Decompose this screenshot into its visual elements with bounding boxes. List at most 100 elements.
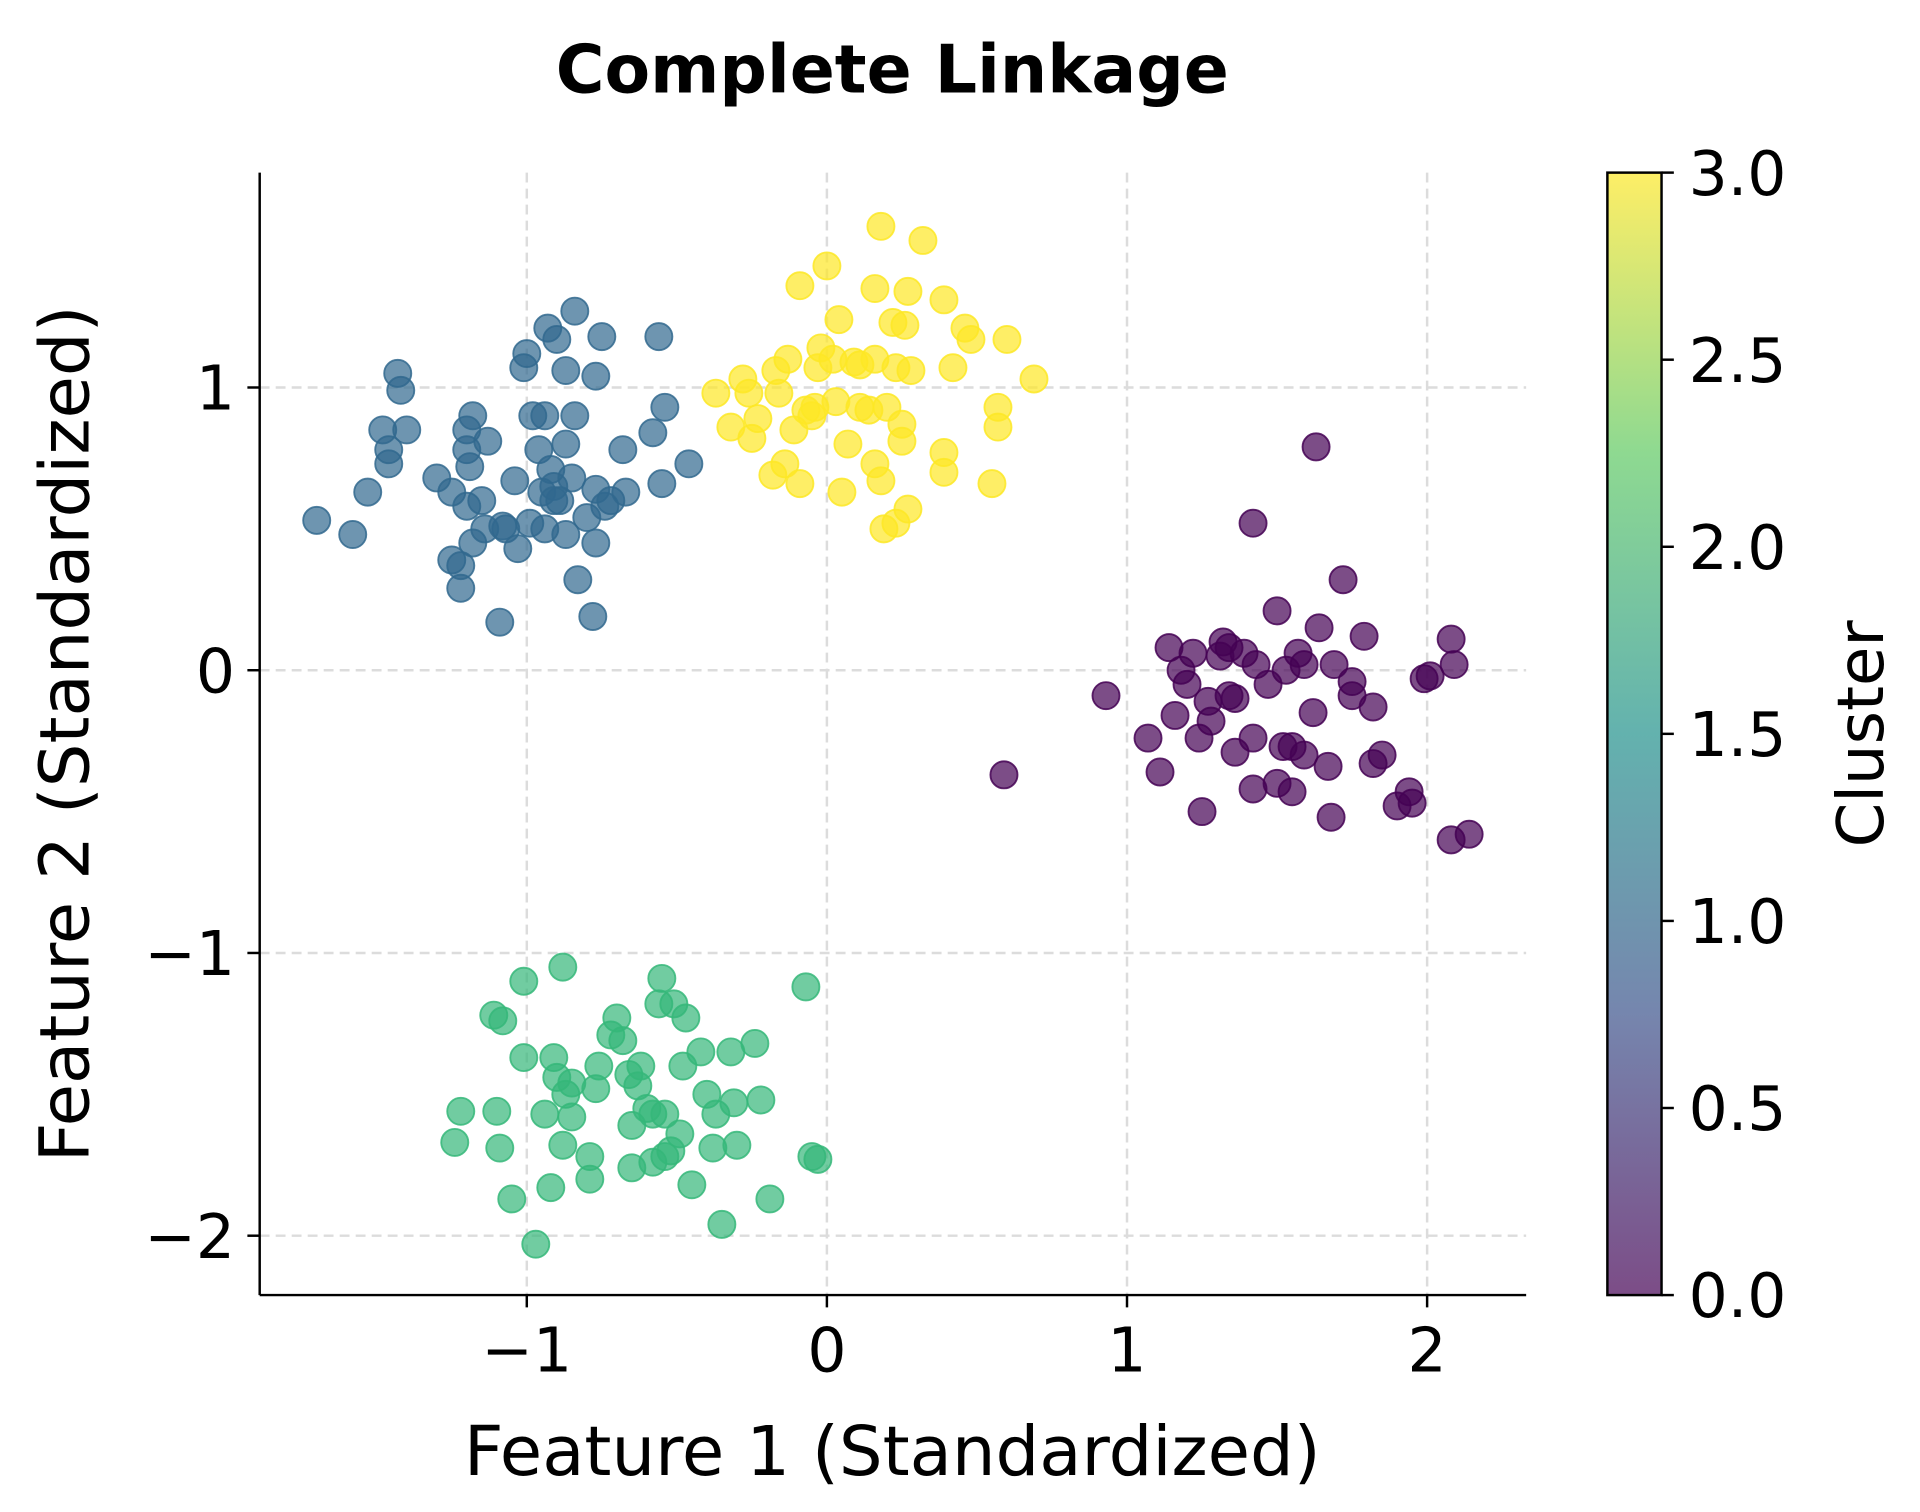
data-point-cluster-3 xyxy=(827,477,857,507)
data-point-cluster-0 xyxy=(1172,669,1202,699)
data-point-cluster-2 xyxy=(509,966,539,996)
data-point-cluster-1 xyxy=(446,551,476,581)
data-point-cluster-0 xyxy=(1397,788,1427,818)
data-point-cluster-1 xyxy=(353,477,383,507)
data-point-cluster-0 xyxy=(1187,797,1217,827)
colorbar-tick-label: 1.0 xyxy=(1689,886,1787,958)
data-point-cluster-1 xyxy=(563,565,593,595)
data-point-cluster-1 xyxy=(542,324,572,354)
data-point-cluster-3 xyxy=(860,274,890,303)
data-point-cluster-2 xyxy=(485,1133,515,1163)
grid xyxy=(259,172,1527,1296)
colorbar-gradient xyxy=(1606,171,1663,1297)
data-point-cluster-2 xyxy=(677,1170,707,1200)
data-point-cluster-3 xyxy=(764,378,794,408)
data-point-cluster-2 xyxy=(671,1003,701,1033)
data-point-cluster-1 xyxy=(386,375,416,405)
data-point-cluster-0 xyxy=(1454,819,1484,849)
data-point-cluster-2 xyxy=(740,1028,770,1058)
colorbar: 0.0 0.5 1.0 1.5 2.0 2.5 3.0 xyxy=(1606,138,1787,1332)
data-point-cluster-0 xyxy=(1214,681,1244,711)
data-point-cluster-1 xyxy=(455,452,485,482)
data-point-cluster-0 xyxy=(1319,650,1349,680)
data-point-cluster-1 xyxy=(500,466,530,496)
data-point-cluster-2 xyxy=(446,1096,476,1126)
data-point-cluster-3 xyxy=(800,392,830,422)
x-tick-label: 0 xyxy=(807,1314,846,1386)
data-point-cluster-3 xyxy=(866,466,896,496)
data-point-cluster-1 xyxy=(644,322,674,352)
data-point-cluster-1 xyxy=(539,486,569,516)
data-point-cluster-1 xyxy=(578,602,608,631)
data-point-cluster-0 xyxy=(1415,661,1445,691)
data-point-cluster-3 xyxy=(773,344,803,374)
colorbar-tick-label: 0.5 xyxy=(1689,1073,1787,1145)
data-point-cluster-3 xyxy=(869,514,899,544)
data-point-cluster-2 xyxy=(509,1043,539,1073)
data-point-cluster-2 xyxy=(719,1088,749,1118)
data-point-cluster-0 xyxy=(1436,624,1466,654)
data-point-cluster-3 xyxy=(908,226,938,255)
data-point-cluster-2 xyxy=(608,1026,638,1056)
data-point-cluster-1 xyxy=(530,401,560,431)
data-point-cluster-2 xyxy=(686,1037,716,1067)
x-tick-label: 1 xyxy=(1107,1314,1146,1386)
data-point-cluster-2 xyxy=(548,952,578,982)
data-point-cluster-2 xyxy=(638,1099,668,1129)
data-point-cluster-3 xyxy=(992,324,1022,354)
data-point-cluster-1 xyxy=(485,607,515,637)
data-point-cluster-1 xyxy=(302,505,332,535)
data-point-cluster-3 xyxy=(890,310,920,340)
data-point-cluster-2 xyxy=(803,1144,833,1174)
data-point-cluster-2 xyxy=(722,1130,752,1160)
colorbar-tick-label: 1.5 xyxy=(1689,699,1787,771)
data-point-cluster-1 xyxy=(647,469,677,499)
data-point-cluster-0 xyxy=(1328,565,1358,595)
data-point-cluster-3 xyxy=(938,353,968,383)
data-point-cluster-1 xyxy=(638,418,668,448)
data-point-cluster-1 xyxy=(551,429,581,459)
data-point-cluster-1 xyxy=(368,415,398,445)
data-point-cluster-3 xyxy=(701,378,731,408)
data-point-cluster-3 xyxy=(743,404,773,434)
data-point-cluster-2 xyxy=(536,1173,566,1203)
data-point-cluster-1 xyxy=(338,520,368,549)
data-point-cluster-0 xyxy=(1238,774,1268,804)
data-point-cluster-3 xyxy=(893,276,923,306)
data-point-cluster-2 xyxy=(698,1133,728,1163)
data-point-cluster-0 xyxy=(1439,650,1469,680)
data-point-cluster-3 xyxy=(929,457,959,487)
data-points xyxy=(302,211,1484,1259)
data-point-cluster-1 xyxy=(560,401,590,431)
colorbar-tick-label: 2.0 xyxy=(1689,512,1787,584)
data-point-cluster-2 xyxy=(440,1127,470,1157)
data-point-cluster-3 xyxy=(956,324,986,354)
data-point-cluster-1 xyxy=(551,356,581,385)
chart-title: Complete Linkage xyxy=(556,31,1229,109)
data-point-cluster-0 xyxy=(1238,508,1268,538)
colorbar-tick-label: 0.0 xyxy=(1689,1260,1787,1332)
data-point-cluster-1 xyxy=(611,477,641,507)
data-point-cluster-2 xyxy=(488,1006,518,1036)
data-point-cluster-2 xyxy=(497,1184,527,1214)
data-point-cluster-2 xyxy=(548,1130,578,1160)
data-point-cluster-0 xyxy=(989,760,1019,790)
data-point-cluster-0 xyxy=(1358,692,1388,722)
data-point-cluster-2 xyxy=(707,1209,737,1239)
data-point-cluster-0 xyxy=(1208,627,1238,657)
data-point-cluster-3 xyxy=(977,469,1007,499)
data-point-cluster-2 xyxy=(647,963,677,993)
data-point-cluster-1 xyxy=(551,520,581,549)
data-point-cluster-1 xyxy=(557,463,587,493)
data-point-cluster-0 xyxy=(1262,596,1292,626)
data-point-cluster-0 xyxy=(1196,706,1226,736)
data-point-cluster-3 xyxy=(734,378,764,408)
data-point-cluster-1 xyxy=(473,426,503,456)
data-point-cluster-1 xyxy=(503,534,533,564)
data-point-cluster-3 xyxy=(785,271,815,301)
data-point-cluster-2 xyxy=(575,1164,605,1194)
data-point-cluster-0 xyxy=(1145,757,1175,787)
data-point-cluster-0 xyxy=(1367,740,1397,770)
data-point-cluster-0 xyxy=(1091,681,1121,711)
data-point-cluster-2 xyxy=(521,1229,551,1259)
